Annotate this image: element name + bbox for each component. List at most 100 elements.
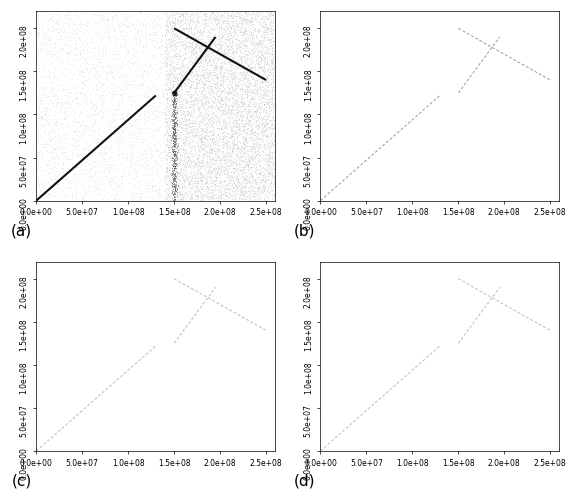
Point — [232, 196, 241, 204]
Point — [180, 113, 189, 121]
Point — [170, 183, 179, 191]
Point — [129, 126, 138, 134]
Point — [189, 177, 198, 185]
Point — [38, 31, 47, 39]
Point — [246, 129, 255, 137]
Point — [234, 136, 243, 144]
Point — [251, 103, 260, 111]
Point — [60, 128, 69, 136]
Point — [196, 89, 206, 97]
Point — [147, 176, 156, 184]
Point — [133, 7, 142, 15]
Point — [82, 158, 91, 166]
Point — [55, 96, 64, 104]
Point — [87, 192, 97, 200]
Point — [237, 74, 247, 82]
Point — [180, 68, 189, 76]
Point — [255, 39, 265, 47]
Point — [94, 162, 103, 170]
Point — [230, 100, 240, 108]
Point — [253, 161, 262, 169]
Point — [170, 172, 179, 180]
Point — [213, 81, 222, 89]
Point — [251, 31, 261, 39]
Point — [37, 27, 46, 35]
Point — [251, 107, 260, 115]
Point — [203, 132, 212, 140]
Point — [243, 102, 252, 110]
Point — [255, 122, 264, 130]
Point — [163, 25, 172, 33]
Point — [245, 50, 254, 58]
Point — [202, 126, 211, 134]
Point — [268, 37, 277, 45]
Point — [233, 150, 242, 158]
Point — [180, 44, 189, 52]
Point — [171, 143, 180, 151]
Point — [181, 112, 190, 120]
Point — [183, 21, 192, 29]
Point — [251, 15, 260, 23]
Point — [170, 187, 179, 195]
Point — [197, 56, 206, 64]
Point — [168, 44, 177, 52]
Point — [170, 175, 179, 183]
Point — [262, 33, 272, 41]
Point — [244, 165, 254, 173]
Point — [92, 150, 101, 158]
Point — [162, 140, 171, 148]
Point — [130, 118, 140, 125]
Point — [91, 178, 101, 186]
Point — [207, 178, 216, 186]
Point — [106, 174, 115, 182]
Point — [231, 127, 240, 135]
Point — [170, 103, 179, 111]
Point — [270, 178, 279, 186]
Point — [207, 133, 216, 141]
Point — [115, 41, 124, 49]
Point — [259, 187, 269, 195]
Point — [203, 136, 212, 144]
Point — [130, 155, 139, 163]
Point — [60, 115, 69, 123]
Point — [126, 106, 135, 114]
Point — [161, 46, 170, 54]
Point — [232, 57, 241, 65]
Point — [116, 96, 126, 104]
Point — [239, 175, 248, 183]
Point — [148, 137, 157, 145]
Point — [270, 38, 279, 46]
Point — [267, 150, 276, 158]
Point — [188, 19, 197, 27]
Point — [173, 185, 182, 193]
Point — [138, 150, 148, 158]
Point — [196, 51, 205, 59]
Point — [167, 118, 177, 125]
Point — [211, 173, 221, 181]
Point — [72, 86, 82, 94]
Point — [179, 177, 189, 185]
Point — [221, 68, 230, 76]
Point — [82, 39, 91, 47]
Point — [112, 11, 121, 19]
Point — [208, 127, 218, 135]
Point — [181, 130, 190, 138]
Point — [203, 34, 212, 42]
Point — [168, 133, 178, 141]
Point — [237, 174, 247, 182]
Point — [192, 124, 201, 132]
Point — [236, 84, 245, 92]
Point — [45, 110, 54, 118]
Point — [243, 56, 252, 64]
Point — [126, 85, 135, 93]
Point — [243, 106, 252, 114]
Point — [200, 43, 209, 51]
Point — [185, 156, 195, 164]
Point — [214, 86, 223, 94]
Point — [259, 89, 269, 97]
Point — [219, 138, 229, 146]
Point — [239, 140, 248, 148]
Point — [205, 166, 214, 174]
Point — [163, 90, 172, 98]
Point — [267, 125, 277, 133]
